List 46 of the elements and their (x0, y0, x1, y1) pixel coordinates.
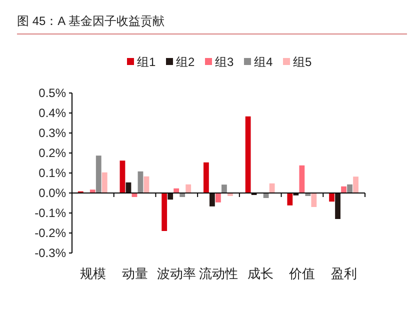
bar (180, 193, 186, 197)
bar (90, 190, 96, 193)
x-tick-label: 流动性 (199, 266, 238, 281)
x-tick-label: 成长 (247, 266, 274, 281)
y-tick-label: 0.1% (38, 166, 66, 180)
x-tick-label: 价值 (288, 266, 316, 281)
bar (102, 172, 108, 193)
y-tick-label: 0.4% (38, 106, 66, 120)
bar (210, 193, 215, 206)
y-tick-label: 0.0% (38, 186, 66, 200)
chart-title: 图 45：A 基金因子收益贡献 (17, 14, 164, 28)
bar (347, 184, 352, 193)
bar (168, 193, 174, 200)
bar (263, 193, 269, 198)
bar (120, 160, 126, 193)
bar (329, 193, 334, 202)
bar (299, 165, 305, 193)
y-tick-label: -0.1% (34, 206, 66, 220)
bar (335, 193, 340, 219)
bar (216, 193, 221, 202)
y-tick-label: -0.2% (34, 226, 66, 240)
bar (245, 116, 251, 193)
y-tick-label: 0.5% (38, 86, 66, 100)
y-tick-label: 0.3% (38, 126, 66, 140)
legend-label: 组4 (254, 55, 273, 69)
bar (186, 184, 192, 193)
legend-label: 组2 (176, 55, 195, 69)
legend-label: 组5 (293, 55, 312, 69)
bar (204, 162, 209, 193)
bar (96, 156, 102, 193)
bar (162, 193, 168, 231)
legend-label: 组1 (137, 55, 156, 69)
legend-label: 组3 (215, 55, 234, 69)
bar (222, 184, 227, 193)
x-tick-label: 规模 (80, 266, 106, 281)
y-tick-label: 0.2% (38, 146, 66, 160)
bar (353, 176, 358, 193)
bar (138, 171, 144, 193)
x-tick-label: 动量 (122, 266, 148, 281)
bar (269, 183, 275, 193)
bar (287, 193, 293, 206)
bar (341, 186, 346, 193)
x-tick-label: 盈利 (331, 266, 358, 281)
y-tick-label: -0.3% (34, 246, 66, 260)
x-tick-label: 波动率 (157, 266, 196, 281)
bar (311, 193, 317, 207)
